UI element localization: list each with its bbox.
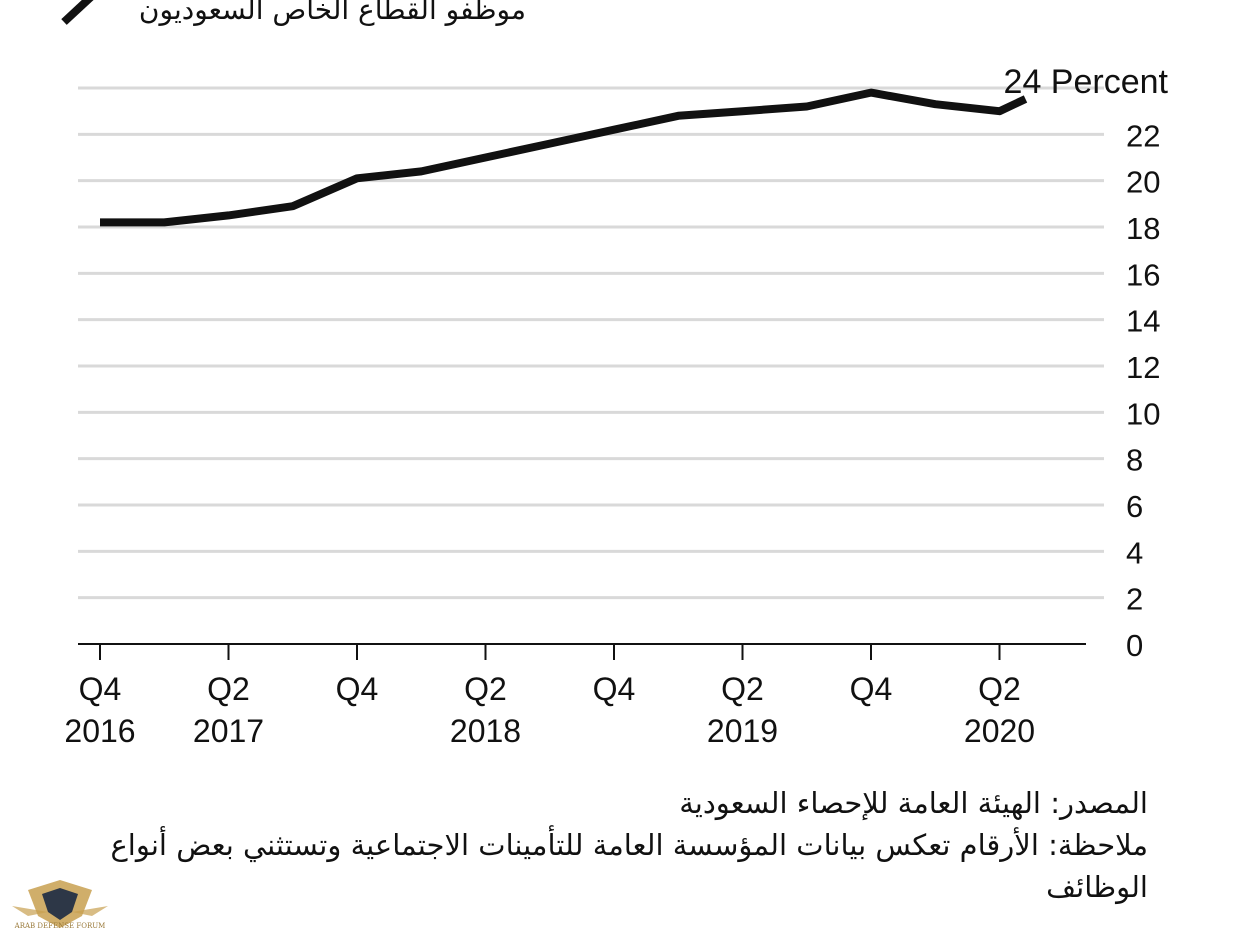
y-tick-label: 18 [1126, 211, 1160, 246]
x-tick-label-quarter: Q2 [978, 671, 1021, 707]
x-tick-label-quarter: Q4 [79, 671, 122, 707]
y-axis-tick-labels: 0 2 4 6 8 10 12 14 16 18 20 22 [1126, 118, 1160, 663]
x-tick-label-quarter: Q2 [721, 671, 764, 707]
x-tick-label-quarter: Q4 [593, 671, 636, 707]
y-tick-label: 6 [1126, 489, 1143, 524]
data-note: ملاحظة: الأرقام تعكس بيانات المؤسسة العا… [110, 828, 1149, 904]
watermark-logo [12, 880, 108, 928]
y-tick-label: 0 [1126, 628, 1143, 663]
x-tick-label-quarter: Q4 [850, 671, 893, 707]
x-tick-label-quarter: Q2 [207, 671, 250, 707]
x-tick-label-year: 2020 [964, 713, 1035, 749]
legend-swatch [61, 0, 94, 25]
source-note: المصدر: الهيئة العامة للإحصاء السعودية [679, 786, 1148, 820]
legend-label: موظفو القطاع الخاص السعوديون [138, 0, 526, 26]
series-line [100, 88, 1028, 227]
footer-notes: المصدر: الهيئة العامة للإحصاء السعودية م… [58, 782, 1149, 908]
x-tick-label-year: 2018 [450, 713, 521, 749]
y-tick-label: 10 [1126, 396, 1160, 431]
y-tick-label: 12 [1126, 350, 1160, 385]
line-chart: 0 2 4 6 8 10 12 14 16 18 20 22 Q4 2016 Q2 2017 Q4 Q2 2018… [61, 0, 1169, 749]
y-tick-label: 8 [1126, 443, 1143, 478]
x-tick-label-year: 2016 [64, 713, 135, 749]
y-tick-label: 2 [1126, 582, 1143, 617]
y-tick-label: 22 [1126, 118, 1160, 153]
y-tick-label: 4 [1126, 535, 1143, 570]
y-tick-label: 20 [1126, 165, 1160, 200]
x-tick-label-quarter: Q4 [336, 671, 379, 707]
y-tick-label: 14 [1126, 304, 1160, 339]
y-tick-label: 16 [1126, 257, 1160, 292]
x-axis-ticks: Q4 2016 Q2 2017 Q4 Q2 2018 Q4 Q2 2019 Q4 Q2 2020 [64, 644, 1035, 749]
gridlines [78, 86, 1104, 600]
watermark-text: ARAB DEFENSE FORUM [14, 922, 106, 930]
x-tick-label-year: 2019 [707, 713, 778, 749]
end-value-label: 24 Percent [1004, 63, 1169, 101]
x-tick-label-quarter: Q2 [464, 671, 507, 707]
x-tick-label-year: 2017 [193, 713, 264, 749]
